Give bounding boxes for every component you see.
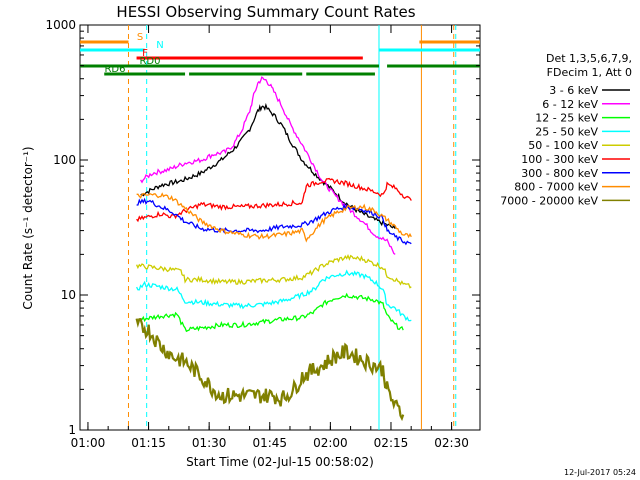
series-line-7 [136,192,412,243]
y-tick-label: 100 [53,153,76,167]
legend-label: 25 - 50 keV [535,125,598,138]
flag-label-f: F [142,48,148,59]
legend-label: 3 - 6 keV [549,84,598,97]
plot-frame [79,24,481,431]
x-tick-label: 01:00 [71,436,106,450]
series-line-8 [135,318,405,422]
y-tick-label: 1000 [45,18,76,32]
legend-label: 300 - 800 keV [521,167,598,180]
legend-label: 100 - 300 keV [521,153,598,166]
series-line-4 [136,253,412,289]
legend-label: 6 - 12 keV [542,98,598,111]
x-tick-label: 01:30 [192,436,227,450]
legend-label: 7000 - 20000 keV [500,194,598,207]
flag-label-rd6: RD6 [104,64,125,75]
y-axis-label: Count Rate (s⁻¹ detector⁻¹) [21,146,35,309]
y-tick-label: 10 [61,288,76,302]
flag-label-rd0: RD0 [139,56,160,67]
legend: Det 1,3,5,6,7,9, FDecim 1, Att 0 3 - 6 k… [500,52,632,207]
x-tick-label: 02:15 [374,436,409,450]
flag-label-s: S [137,32,143,43]
x-tick-label: 01:15 [131,436,166,450]
footer-timestamp: 12-Jul-2017 05:24 [564,468,636,477]
series-line-3 [136,269,412,322]
x-tick-label: 02:00 [313,436,348,450]
y-tick-label: 1 [68,423,76,437]
legend-header-line-1: Det 1,3,5,6,7,9, [546,52,632,65]
legend-label: 12 - 25 keV [535,112,598,125]
legend-label: 50 - 100 keV [528,139,598,152]
legend-label: 800 - 7000 keV [514,181,598,194]
series-line-0 [140,102,396,230]
x-axis-label: Start Time (02-Jul-15 00:58:02) [186,455,374,469]
x-tick-label: 01:45 [252,436,287,450]
series-line-1 [140,76,396,255]
series-line-2 [136,292,404,333]
legend-header-line-2: FDecim 1, Att 0 [547,66,632,79]
series-line-6 [136,197,412,246]
flag-label-n: N [156,40,163,51]
series-line-5 [136,177,412,223]
chart-title: HESSI Observing Summary Count Rates [116,3,415,21]
x-tick-label: 02:30 [434,436,469,450]
